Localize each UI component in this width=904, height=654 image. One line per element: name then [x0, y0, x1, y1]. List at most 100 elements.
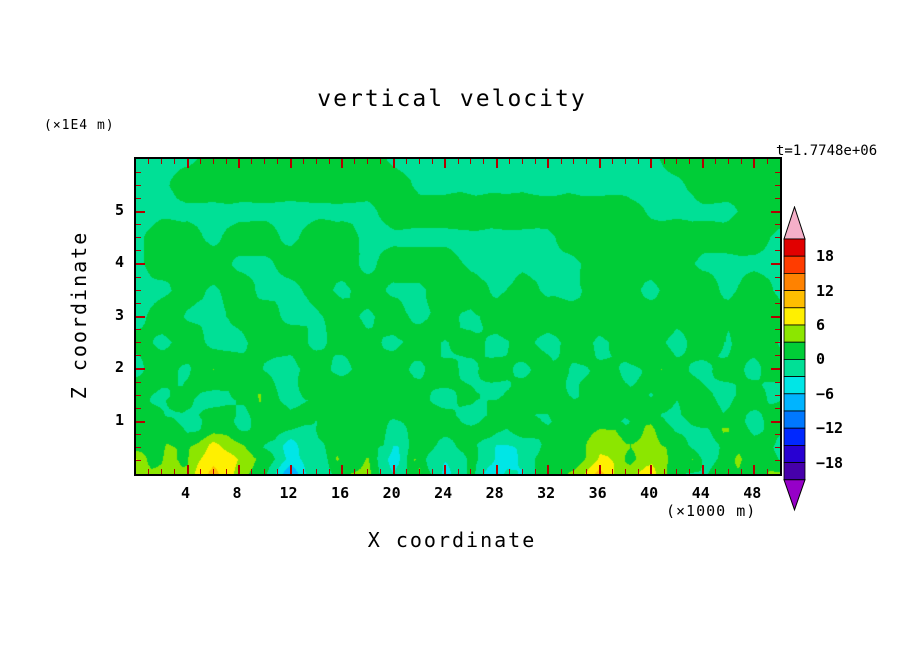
- tick-mark: [775, 447, 780, 449]
- tick-mark: [392, 159, 395, 168]
- tick-mark: [775, 302, 780, 304]
- tick-mark: [775, 289, 780, 291]
- tick-mark: [136, 447, 141, 449]
- tick-mark: [199, 159, 201, 164]
- tick-mark: [136, 381, 141, 383]
- tick-mark: [771, 368, 780, 370]
- tick-mark: [663, 469, 665, 474]
- tick-mark: [136, 184, 141, 186]
- tick-mark: [136, 289, 141, 291]
- tick-mark: [174, 469, 176, 474]
- tick-mark: [199, 469, 201, 474]
- tick-mark: [509, 159, 511, 164]
- tick-mark: [624, 469, 626, 474]
- tick-mark: [238, 159, 241, 168]
- tick-mark: [186, 465, 189, 474]
- tick-mark: [470, 469, 472, 474]
- tick-mark: [727, 469, 729, 474]
- tick-mark: [328, 469, 330, 474]
- tick-mark: [136, 434, 141, 436]
- x-tick-label: 32: [537, 484, 556, 502]
- tick-mark: [251, 159, 253, 164]
- tick-mark: [663, 159, 665, 164]
- tick-mark: [136, 171, 141, 173]
- tick-mark: [251, 469, 253, 474]
- tick-mark: [380, 159, 382, 164]
- tick-mark: [367, 469, 369, 474]
- tick-mark: [775, 407, 780, 409]
- tick-mark: [444, 465, 447, 474]
- tick-mark: [289, 159, 292, 168]
- tick-mark: [771, 420, 780, 423]
- tick-mark: [136, 302, 141, 304]
- tick-mark: [573, 469, 575, 474]
- x-tick-label: 20: [382, 484, 401, 502]
- tick-mark: [573, 159, 575, 164]
- tick-mark: [148, 469, 150, 474]
- tick-mark: [650, 159, 653, 168]
- tick-mark: [775, 171, 780, 173]
- tick-mark: [701, 159, 704, 168]
- x-tick-label: 16: [331, 484, 350, 502]
- tick-mark: [392, 465, 395, 474]
- tick-mark: [136, 368, 145, 370]
- tick-mark: [586, 469, 588, 474]
- tick-mark: [470, 159, 472, 164]
- x-tick-label: 40: [640, 484, 659, 502]
- tick-mark: [136, 329, 141, 331]
- contour-field-canvas: [136, 159, 780, 474]
- z-tick-label: 5: [114, 200, 124, 219]
- tick-mark: [775, 329, 780, 331]
- tick-mark: [136, 355, 141, 357]
- tick-mark: [161, 469, 163, 474]
- colorbar: [783, 206, 806, 512]
- tick-mark: [354, 469, 356, 474]
- z-axis-title: Z coordinate: [66, 157, 92, 472]
- colorbar-label: −6: [816, 384, 835, 403]
- tick-mark: [676, 469, 678, 474]
- tick-mark: [771, 263, 780, 265]
- tick-mark: [740, 469, 742, 474]
- tick-mark: [367, 159, 369, 164]
- tick-mark: [418, 159, 420, 164]
- tick-mark: [328, 159, 330, 164]
- tick-mark: [766, 469, 768, 474]
- tick-mark: [509, 469, 511, 474]
- x-tick-label: 36: [588, 484, 607, 502]
- tick-mark: [771, 315, 780, 318]
- time-annotation: t=1.7748e+06: [776, 143, 878, 159]
- tick-mark: [740, 159, 742, 164]
- tick-mark: [302, 159, 304, 164]
- tick-mark: [753, 465, 756, 474]
- colorbar-label: 12: [816, 281, 835, 300]
- tick-mark: [771, 210, 780, 213]
- tick-mark: [495, 465, 498, 474]
- tick-mark: [444, 159, 447, 168]
- tick-mark: [136, 420, 145, 423]
- x-axis-title-text: X coordinate: [367, 528, 537, 552]
- tick-mark: [405, 159, 407, 164]
- tick-mark: [495, 159, 498, 168]
- tick-mark: [775, 224, 780, 226]
- plot-title: vertical velocity: [317, 86, 587, 112]
- tick-mark: [380, 469, 382, 474]
- tick-mark: [225, 159, 227, 164]
- tick-mark: [161, 159, 163, 164]
- tick-mark: [136, 263, 145, 265]
- tick-mark: [547, 465, 550, 474]
- tick-mark: [264, 159, 266, 164]
- tick-mark: [136, 250, 141, 252]
- tick-mark: [775, 250, 780, 252]
- colorbar-label: 18: [816, 247, 835, 266]
- tick-mark: [612, 469, 614, 474]
- tick-mark: [136, 224, 141, 226]
- tick-mark: [136, 315, 145, 318]
- tick-mark: [136, 276, 141, 278]
- tick-mark: [186, 159, 189, 168]
- tick-mark: [212, 469, 214, 474]
- tick-mark: [136, 342, 141, 344]
- tick-mark: [560, 159, 562, 164]
- x-tick-label: 4: [181, 484, 191, 502]
- tick-mark: [612, 159, 614, 164]
